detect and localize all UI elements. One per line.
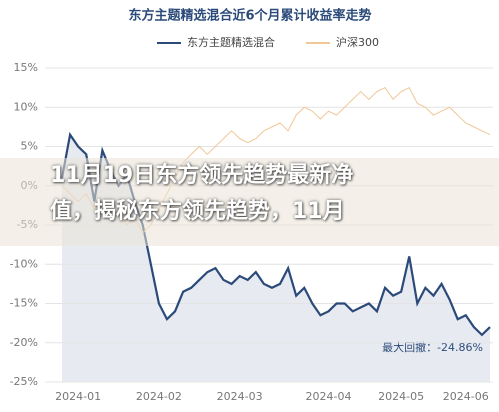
banner-line: 11月19日东方领先趋势最新净 (50, 163, 354, 188)
banner: 11月19日东方领先趋势最新净 值，揭秘东方领先趋势，11月 (0, 158, 499, 246)
banner-line: 值，揭秘东方领先趋势，11月 (50, 199, 345, 224)
x-tick-label: 2024-05 (378, 390, 424, 403)
annotation: 最大回撤：-24.86% (382, 340, 483, 354)
x-tick-label: 2024-02 (136, 390, 182, 403)
x-tick-label: 2024-06 (443, 390, 489, 403)
y-tick-label: -15% (10, 297, 38, 310)
legend-label: 沪深300 (336, 35, 379, 49)
y-tick-label: 15% (14, 61, 38, 74)
legend-label: 东方主题精选混合 (187, 35, 275, 49)
y-tick-label: -25% (10, 375, 38, 388)
x-tick-label: 2024-03 (217, 390, 263, 403)
y-tick-label: 5% (21, 140, 38, 153)
x-tick-label: 2024-01 (55, 390, 101, 403)
area (62, 134, 490, 382)
x-tick-label: 2024-04 (306, 390, 352, 403)
y-tick-label: -20% (10, 336, 38, 349)
y-tick-label: 10% (14, 100, 38, 113)
chart-title: 东方主题精选混合近6个月累计收益率走势 (128, 8, 371, 24)
y-tick-label: -10% (10, 257, 38, 270)
